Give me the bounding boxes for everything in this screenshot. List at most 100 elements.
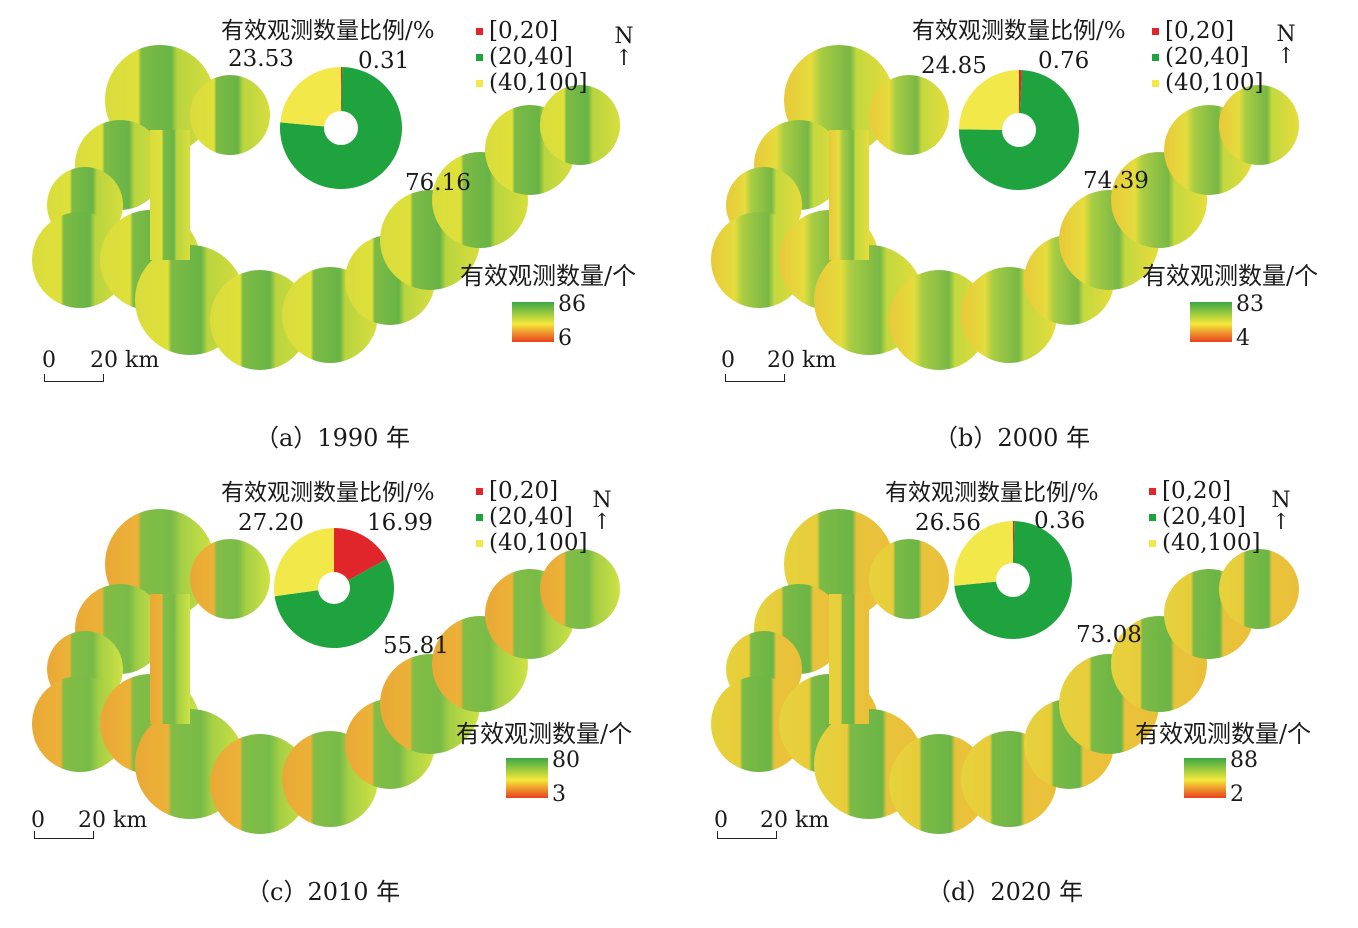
pie-title: 有效观测数量比例/%	[885, 480, 1099, 506]
color-ramp	[506, 758, 548, 798]
legend-swatch-green	[1149, 514, 1156, 521]
pie-label-low: 0.36	[1034, 508, 1086, 534]
pie-label-low: 0.76	[1038, 48, 1090, 74]
map-svg-2020	[711, 509, 1299, 834]
map-svg-2010	[32, 509, 620, 834]
north-arrow: N ↑	[592, 488, 612, 535]
pie-svg-1990	[280, 67, 402, 189]
north-arrow-icon: ↑	[1271, 510, 1291, 535]
pie-slice-40-100	[280, 67, 341, 128]
ramp-max: 88	[1230, 748, 1258, 773]
ramp-min: 4	[1236, 326, 1250, 351]
color-ramp	[512, 302, 554, 342]
legend-item-high: (40,100]	[1152, 72, 1263, 95]
pie-svg-2000	[959, 70, 1079, 191]
scale-label: 20 km	[760, 808, 830, 833]
pie-1990	[280, 67, 402, 189]
pie-title: 有效观测数量比例/%	[221, 480, 435, 506]
scale-zero: 0	[42, 348, 56, 373]
legend-swatch-yellow	[1149, 540, 1156, 547]
pie-legend: [0,20] (20,40] (40,100]	[1149, 480, 1260, 555]
legend-swatch-yellow	[476, 540, 483, 547]
legend-item-low: [0,20]	[476, 480, 587, 503]
pie-slice-0-20	[334, 528, 387, 588]
ramp-min: 2	[1230, 782, 1244, 807]
ramp-title: 有效观测数量/个	[460, 262, 637, 290]
legend-swatch-red	[1149, 488, 1156, 495]
legend-swatch-yellow	[476, 80, 483, 87]
map-svg-1990	[32, 45, 620, 370]
ramp-max: 86	[558, 292, 586, 317]
scale-zero: 0	[31, 808, 45, 833]
pie-hole	[996, 563, 1030, 597]
north-arrow-icon: ↑	[614, 46, 634, 71]
legend-item-mid: (20,40]	[476, 46, 587, 69]
pie-legend: [0,20] (20,40] (40,100]	[1152, 20, 1263, 95]
pie-label-high: 26.56	[915, 510, 981, 536]
scale-zero: 0	[714, 808, 728, 833]
pie-label-high: 27.20	[238, 510, 304, 536]
legend-item-low: [0,20]	[1152, 20, 1263, 43]
study-area-2010	[32, 509, 620, 834]
legend-item-high: (40,100]	[476, 532, 587, 555]
scale-bar	[44, 374, 104, 382]
map-panel-2000: 有效观测数量比例/% 24.85 0.76 74.39 [0,20] (20,4…	[679, 0, 1358, 464]
pie-hole	[1002, 113, 1036, 147]
pie-slice-40-100	[954, 521, 1013, 586]
color-ramp	[1184, 758, 1226, 798]
panel-caption: （d）2020 年	[927, 878, 1084, 906]
ramp-max: 80	[552, 748, 580, 773]
study-area-2020	[711, 509, 1299, 834]
pie-svg-2020	[954, 521, 1072, 639]
legend-swatch-green	[476, 514, 483, 521]
pie-hole	[318, 572, 350, 604]
pie-slice-40-100	[959, 70, 1019, 130]
pie-label-high: 23.53	[228, 46, 294, 72]
legend-swatch-green	[1152, 54, 1159, 61]
pie-label-high: 24.85	[921, 53, 987, 79]
pie-svg-2010	[274, 528, 395, 649]
pie-label-mid: 55.81	[383, 633, 449, 659]
ramp-title: 有效观测数量/个	[456, 720, 633, 748]
legend-item-mid: (20,40]	[1152, 46, 1263, 69]
legend-item-high: (40,100]	[1149, 532, 1260, 555]
pie-hole	[324, 111, 358, 145]
study-area-1990	[32, 45, 620, 370]
pie-title: 有效观测数量比例/%	[912, 18, 1126, 44]
pie-title: 有效观测数量比例/%	[221, 18, 435, 44]
map-svg-2000	[711, 45, 1299, 370]
pie-2020	[954, 521, 1072, 639]
scale-label: 20 km	[78, 808, 148, 833]
map-panel-1990: 有效观测数量比例/% 23.53 0.31 76.16 [0,20] (20,4…	[0, 0, 679, 464]
ramp-title: 有效观测数量/个	[1142, 262, 1319, 290]
legend-item-low: [0,20]	[476, 20, 587, 43]
north-arrow: N ↑	[1276, 22, 1296, 69]
map-panel-2010: 有效观测数量比例/% 27.20 16.99 55.81 [0,20] (20,…	[0, 464, 679, 928]
panel-caption: （c）2010 年	[246, 878, 401, 906]
scale-zero: 0	[721, 348, 735, 373]
legend-item-mid: (20,40]	[1149, 506, 1260, 529]
panel-caption: （b）2000 年	[934, 424, 1091, 452]
study-area-2000	[711, 45, 1299, 370]
ramp-max: 83	[1236, 292, 1264, 317]
legend-swatch-red	[476, 488, 483, 495]
legend-swatch-green	[476, 54, 483, 61]
pie-label-mid: 73.08	[1076, 622, 1142, 648]
pie-legend: [0,20] (20,40] (40,100]	[476, 480, 587, 555]
legend-swatch-yellow	[1152, 80, 1159, 87]
ramp-title: 有效观测数量/个	[1135, 720, 1312, 748]
ramp-min: 3	[552, 782, 566, 807]
panel-caption: （a）1990 年	[255, 424, 411, 452]
pie-label-low: 0.31	[358, 48, 410, 74]
pie-legend: [0,20] (20,40] (40,100]	[476, 20, 587, 95]
ramp-min: 6	[558, 326, 572, 351]
scale-label: 20 km	[767, 348, 837, 373]
color-ramp	[1190, 302, 1232, 342]
scale-bar	[34, 831, 94, 839]
legend-item-high: (40,100]	[476, 72, 587, 95]
legend-item-mid: (20,40]	[476, 506, 587, 529]
map-panel-2020: 有效观测数量比例/% 26.56 0.36 73.08 [0,20] (20,4…	[679, 464, 1358, 928]
legend-swatch-red	[1152, 28, 1159, 35]
pie-2000	[959, 70, 1079, 191]
scale-label: 20 km	[90, 348, 160, 373]
